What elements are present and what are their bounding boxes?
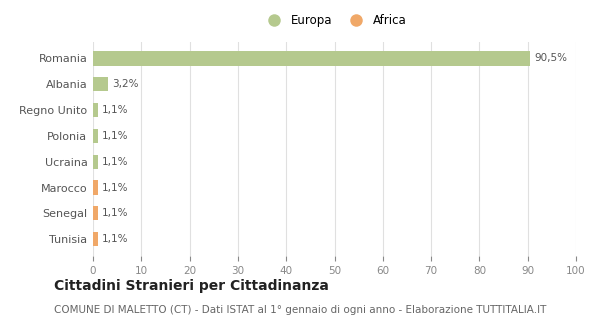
Text: 90,5%: 90,5%: [534, 53, 567, 63]
Bar: [93, 232, 98, 246]
Text: 1,1%: 1,1%: [102, 131, 128, 141]
Legend: Europa, Africa: Europa, Africa: [258, 9, 411, 31]
Bar: [93, 103, 98, 117]
Bar: [93, 77, 109, 91]
Bar: [93, 51, 530, 66]
Bar: [93, 155, 98, 169]
Text: 1,1%: 1,1%: [102, 105, 128, 115]
Text: Cittadini Stranieri per Cittadinanza: Cittadini Stranieri per Cittadinanza: [54, 279, 329, 292]
Bar: [93, 206, 98, 220]
Text: 1,1%: 1,1%: [102, 208, 128, 218]
Text: COMUNE DI MALETTO (CT) - Dati ISTAT al 1° gennaio di ogni anno - Elaborazione TU: COMUNE DI MALETTO (CT) - Dati ISTAT al 1…: [54, 305, 547, 315]
Text: 1,1%: 1,1%: [102, 182, 128, 193]
Text: 3,2%: 3,2%: [112, 79, 139, 89]
Text: 1,1%: 1,1%: [102, 234, 128, 244]
Bar: [93, 129, 98, 143]
Text: 1,1%: 1,1%: [102, 157, 128, 167]
Bar: [93, 180, 98, 195]
